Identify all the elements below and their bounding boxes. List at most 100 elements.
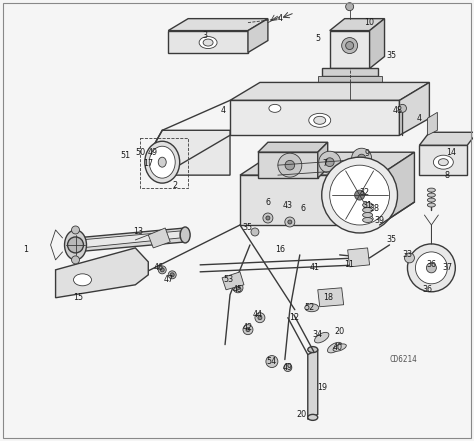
Text: 47: 47 <box>163 275 173 284</box>
Text: 35: 35 <box>243 224 253 232</box>
Circle shape <box>243 325 253 335</box>
Polygon shape <box>81 231 180 248</box>
Circle shape <box>266 355 278 367</box>
Circle shape <box>284 363 292 371</box>
Circle shape <box>319 151 341 173</box>
Circle shape <box>266 216 270 220</box>
Polygon shape <box>322 68 378 76</box>
Circle shape <box>346 41 354 49</box>
Text: 34: 34 <box>313 330 323 339</box>
Text: 49: 49 <box>283 363 293 372</box>
Text: 4: 4 <box>417 114 422 123</box>
Circle shape <box>330 165 390 225</box>
Text: 48: 48 <box>392 106 402 115</box>
Text: 45: 45 <box>233 285 243 294</box>
Ellipse shape <box>309 113 331 127</box>
Text: 13: 13 <box>133 228 143 236</box>
Text: 9: 9 <box>364 149 369 158</box>
Ellipse shape <box>363 213 373 217</box>
Polygon shape <box>318 142 328 178</box>
Circle shape <box>357 154 365 162</box>
Polygon shape <box>55 248 148 298</box>
Text: 6: 6 <box>301 204 305 213</box>
Ellipse shape <box>180 227 190 243</box>
Ellipse shape <box>308 415 318 420</box>
Text: 12: 12 <box>289 313 299 322</box>
Text: 54: 54 <box>267 357 277 366</box>
Text: 8: 8 <box>445 171 450 179</box>
Ellipse shape <box>73 274 91 286</box>
Circle shape <box>415 252 447 284</box>
Text: 35: 35 <box>386 235 397 244</box>
Circle shape <box>258 316 262 320</box>
Ellipse shape <box>328 342 342 353</box>
Polygon shape <box>75 228 185 252</box>
Text: 52: 52 <box>305 303 315 312</box>
Polygon shape <box>308 350 318 419</box>
Text: 44: 44 <box>253 310 263 319</box>
Text: 6: 6 <box>265 198 270 206</box>
Text: 16: 16 <box>275 245 285 254</box>
Circle shape <box>342 37 357 53</box>
Text: 41: 41 <box>310 263 320 273</box>
Text: 14: 14 <box>447 148 456 157</box>
Text: 50: 50 <box>135 148 146 157</box>
Ellipse shape <box>363 202 373 208</box>
Ellipse shape <box>315 333 329 343</box>
Circle shape <box>251 228 259 236</box>
Text: 32: 32 <box>360 187 370 197</box>
Polygon shape <box>258 142 328 152</box>
Ellipse shape <box>314 116 326 124</box>
Text: 5: 5 <box>315 34 320 43</box>
Ellipse shape <box>363 217 373 223</box>
Circle shape <box>355 190 365 200</box>
Circle shape <box>72 256 80 264</box>
Polygon shape <box>370 19 384 68</box>
Polygon shape <box>230 101 400 135</box>
Circle shape <box>399 105 407 112</box>
Text: 31: 31 <box>363 201 373 209</box>
Circle shape <box>160 268 164 272</box>
Ellipse shape <box>428 203 436 207</box>
Circle shape <box>346 3 354 11</box>
Ellipse shape <box>145 141 180 183</box>
Circle shape <box>67 237 83 253</box>
Circle shape <box>325 158 334 167</box>
Text: 36: 36 <box>427 260 437 269</box>
Ellipse shape <box>438 159 448 166</box>
Text: 17: 17 <box>143 159 154 168</box>
Polygon shape <box>240 152 414 175</box>
Text: 20: 20 <box>335 327 345 336</box>
Polygon shape <box>248 19 268 52</box>
Text: 1: 1 <box>23 245 28 254</box>
Circle shape <box>236 286 240 290</box>
Text: 53: 53 <box>223 275 233 284</box>
Polygon shape <box>380 152 414 225</box>
Ellipse shape <box>269 105 281 112</box>
Text: 42: 42 <box>243 323 253 332</box>
Text: 4: 4 <box>277 14 283 23</box>
Ellipse shape <box>199 37 217 49</box>
Text: 38: 38 <box>370 204 380 213</box>
Ellipse shape <box>428 188 436 192</box>
Circle shape <box>285 217 295 227</box>
Circle shape <box>255 313 265 323</box>
Circle shape <box>158 266 166 274</box>
Text: 2: 2 <box>173 181 178 190</box>
Ellipse shape <box>428 193 436 197</box>
Text: 35: 35 <box>386 51 397 60</box>
Circle shape <box>288 220 292 224</box>
Text: 43: 43 <box>283 201 293 209</box>
Circle shape <box>404 253 414 263</box>
Polygon shape <box>230 82 429 101</box>
Polygon shape <box>428 112 438 135</box>
Text: 46: 46 <box>153 263 163 273</box>
Circle shape <box>285 161 295 170</box>
Text: 19: 19 <box>317 383 327 392</box>
Circle shape <box>278 153 302 177</box>
Circle shape <box>322 157 398 233</box>
Ellipse shape <box>149 146 175 178</box>
Circle shape <box>246 328 250 332</box>
Text: 51: 51 <box>120 151 130 160</box>
Text: 18: 18 <box>323 293 333 302</box>
